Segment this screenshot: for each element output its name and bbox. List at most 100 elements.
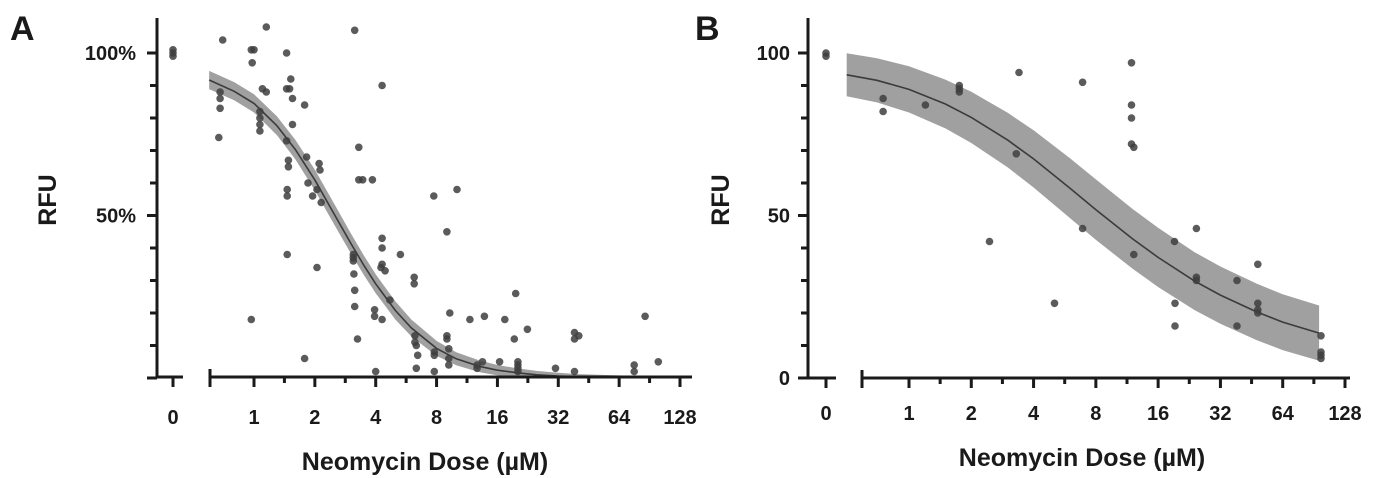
data-point-a: [308, 192, 317, 200]
data-point-a: [511, 289, 520, 298]
data-point-a: [350, 26, 359, 35]
data-point-b: [1233, 276, 1241, 285]
data-point-a: [445, 361, 453, 369]
data-point-a: [262, 88, 271, 96]
x-tick-label-b: 2: [966, 403, 977, 425]
data-point-a: [256, 107, 264, 116]
data-point-b: [985, 237, 994, 246]
data-point-a: [350, 302, 359, 311]
data-point-a: [495, 358, 504, 366]
data-point-b: [1015, 68, 1023, 77]
x-tick-label-b: 16: [1147, 403, 1169, 425]
data-point-a: [353, 335, 362, 343]
data-point-b: [1127, 101, 1136, 109]
data-point-a: [368, 176, 377, 184]
data-point-a: [430, 351, 439, 360]
data-point-a: [370, 306, 379, 314]
data-point-a: [215, 133, 223, 142]
data-point-b: [1127, 114, 1136, 122]
data-point-b: [1254, 260, 1262, 269]
panel-letter-a: A: [10, 10, 35, 48]
data-point-a: [453, 185, 461, 194]
data-point-a: [284, 163, 293, 171]
confidence-band-a: [209, 70, 655, 379]
zero-dose-point-b: [822, 52, 830, 61]
data-point-b: [1233, 322, 1241, 330]
data-point-a: [350, 270, 358, 278]
data-point-a: [304, 179, 312, 187]
data-point-b: [1012, 150, 1021, 158]
data-point-a: [430, 367, 439, 376]
zero-dose-point-a: [169, 52, 177, 61]
x-tick-label-a: 8: [431, 407, 442, 429]
data-point-b: [921, 101, 930, 109]
data-point-a: [378, 234, 386, 243]
data-point-a: [355, 143, 363, 152]
fit-curve-b: [846, 74, 1320, 334]
plot-area-a: 50% 100% 1 2 4 8 16 32 64 128: [85, 18, 697, 429]
data-point-a: [412, 341, 421, 350]
data-point-b: [1078, 224, 1087, 233]
data-point-a: [288, 94, 297, 103]
x-tick-label-a: 2: [309, 407, 320, 429]
data-point-a: [288, 120, 297, 129]
data-point-a: [317, 198, 326, 207]
data-point-a: [641, 312, 649, 321]
data-point-a: [413, 351, 422, 360]
data-point-a: [412, 364, 421, 373]
data-point-b: [1171, 322, 1179, 330]
data-point-a: [316, 166, 324, 174]
data-point-a: [300, 354, 309, 363]
y-axis-title-b: RFU: [707, 174, 735, 225]
data-point-a: [371, 367, 380, 376]
data-point-a: [282, 137, 291, 145]
data-point-b: [1171, 299, 1179, 308]
data-point-a: [302, 153, 311, 161]
data-point-a: [410, 280, 419, 288]
data-point-b: [1050, 299, 1059, 308]
data-point-a: [256, 127, 264, 135]
y-tick-label-b: 100: [757, 43, 790, 65]
y-tick-label-a: 100%: [85, 43, 136, 65]
data-point-a: [313, 263, 321, 272]
data-point-a: [630, 367, 638, 376]
data-point-a: [284, 156, 293, 165]
data-point-a: [551, 364, 560, 373]
data-point-a: [386, 296, 394, 304]
data-point-a: [378, 244, 386, 252]
data-point-a: [248, 59, 256, 67]
data-point-a: [570, 367, 579, 376]
data-point-b: [1170, 237, 1179, 246]
data-point-a: [216, 88, 224, 96]
data-point-a: [501, 315, 509, 324]
data-point-a: [349, 257, 358, 265]
data-point-a: [370, 312, 379, 321]
plot-area-b: 0 50 100 1 2 4 8 16 32 64 128: [757, 18, 1362, 425]
data-point-a: [282, 85, 291, 93]
data-point-a: [378, 315, 386, 324]
data-point-b: [1078, 78, 1087, 87]
panel-b: B RFU Neomycin Dose (µM) 0 0 50 100 1 2 4 8 16 3…: [695, 10, 1362, 472]
data-point-a: [313, 185, 321, 194]
x-tick-label-a: 1: [248, 407, 259, 429]
data-point-b: [1130, 143, 1138, 152]
data-point-a: [381, 267, 389, 275]
x-tick-label-a: 4: [370, 407, 382, 429]
data-point-a: [523, 325, 532, 334]
data-point-a: [216, 94, 224, 103]
data-point-a: [443, 335, 451, 343]
data-point-a: [410, 273, 419, 282]
data-point-a: [445, 354, 453, 363]
data-point-a: [473, 364, 481, 373]
fit-curve-a: [208, 79, 655, 379]
x-tick-label-a: 128: [663, 407, 696, 429]
x-zero-label-b: 0: [820, 403, 831, 425]
data-point-b: [879, 94, 887, 103]
data-point-a: [396, 250, 405, 259]
data-point-a: [283, 185, 292, 194]
x-tick-label-a: 64: [608, 407, 631, 429]
data-point-b: [1127, 59, 1136, 67]
data-point-a: [256, 114, 264, 122]
x-tick-label-b: 8: [1090, 403, 1101, 425]
